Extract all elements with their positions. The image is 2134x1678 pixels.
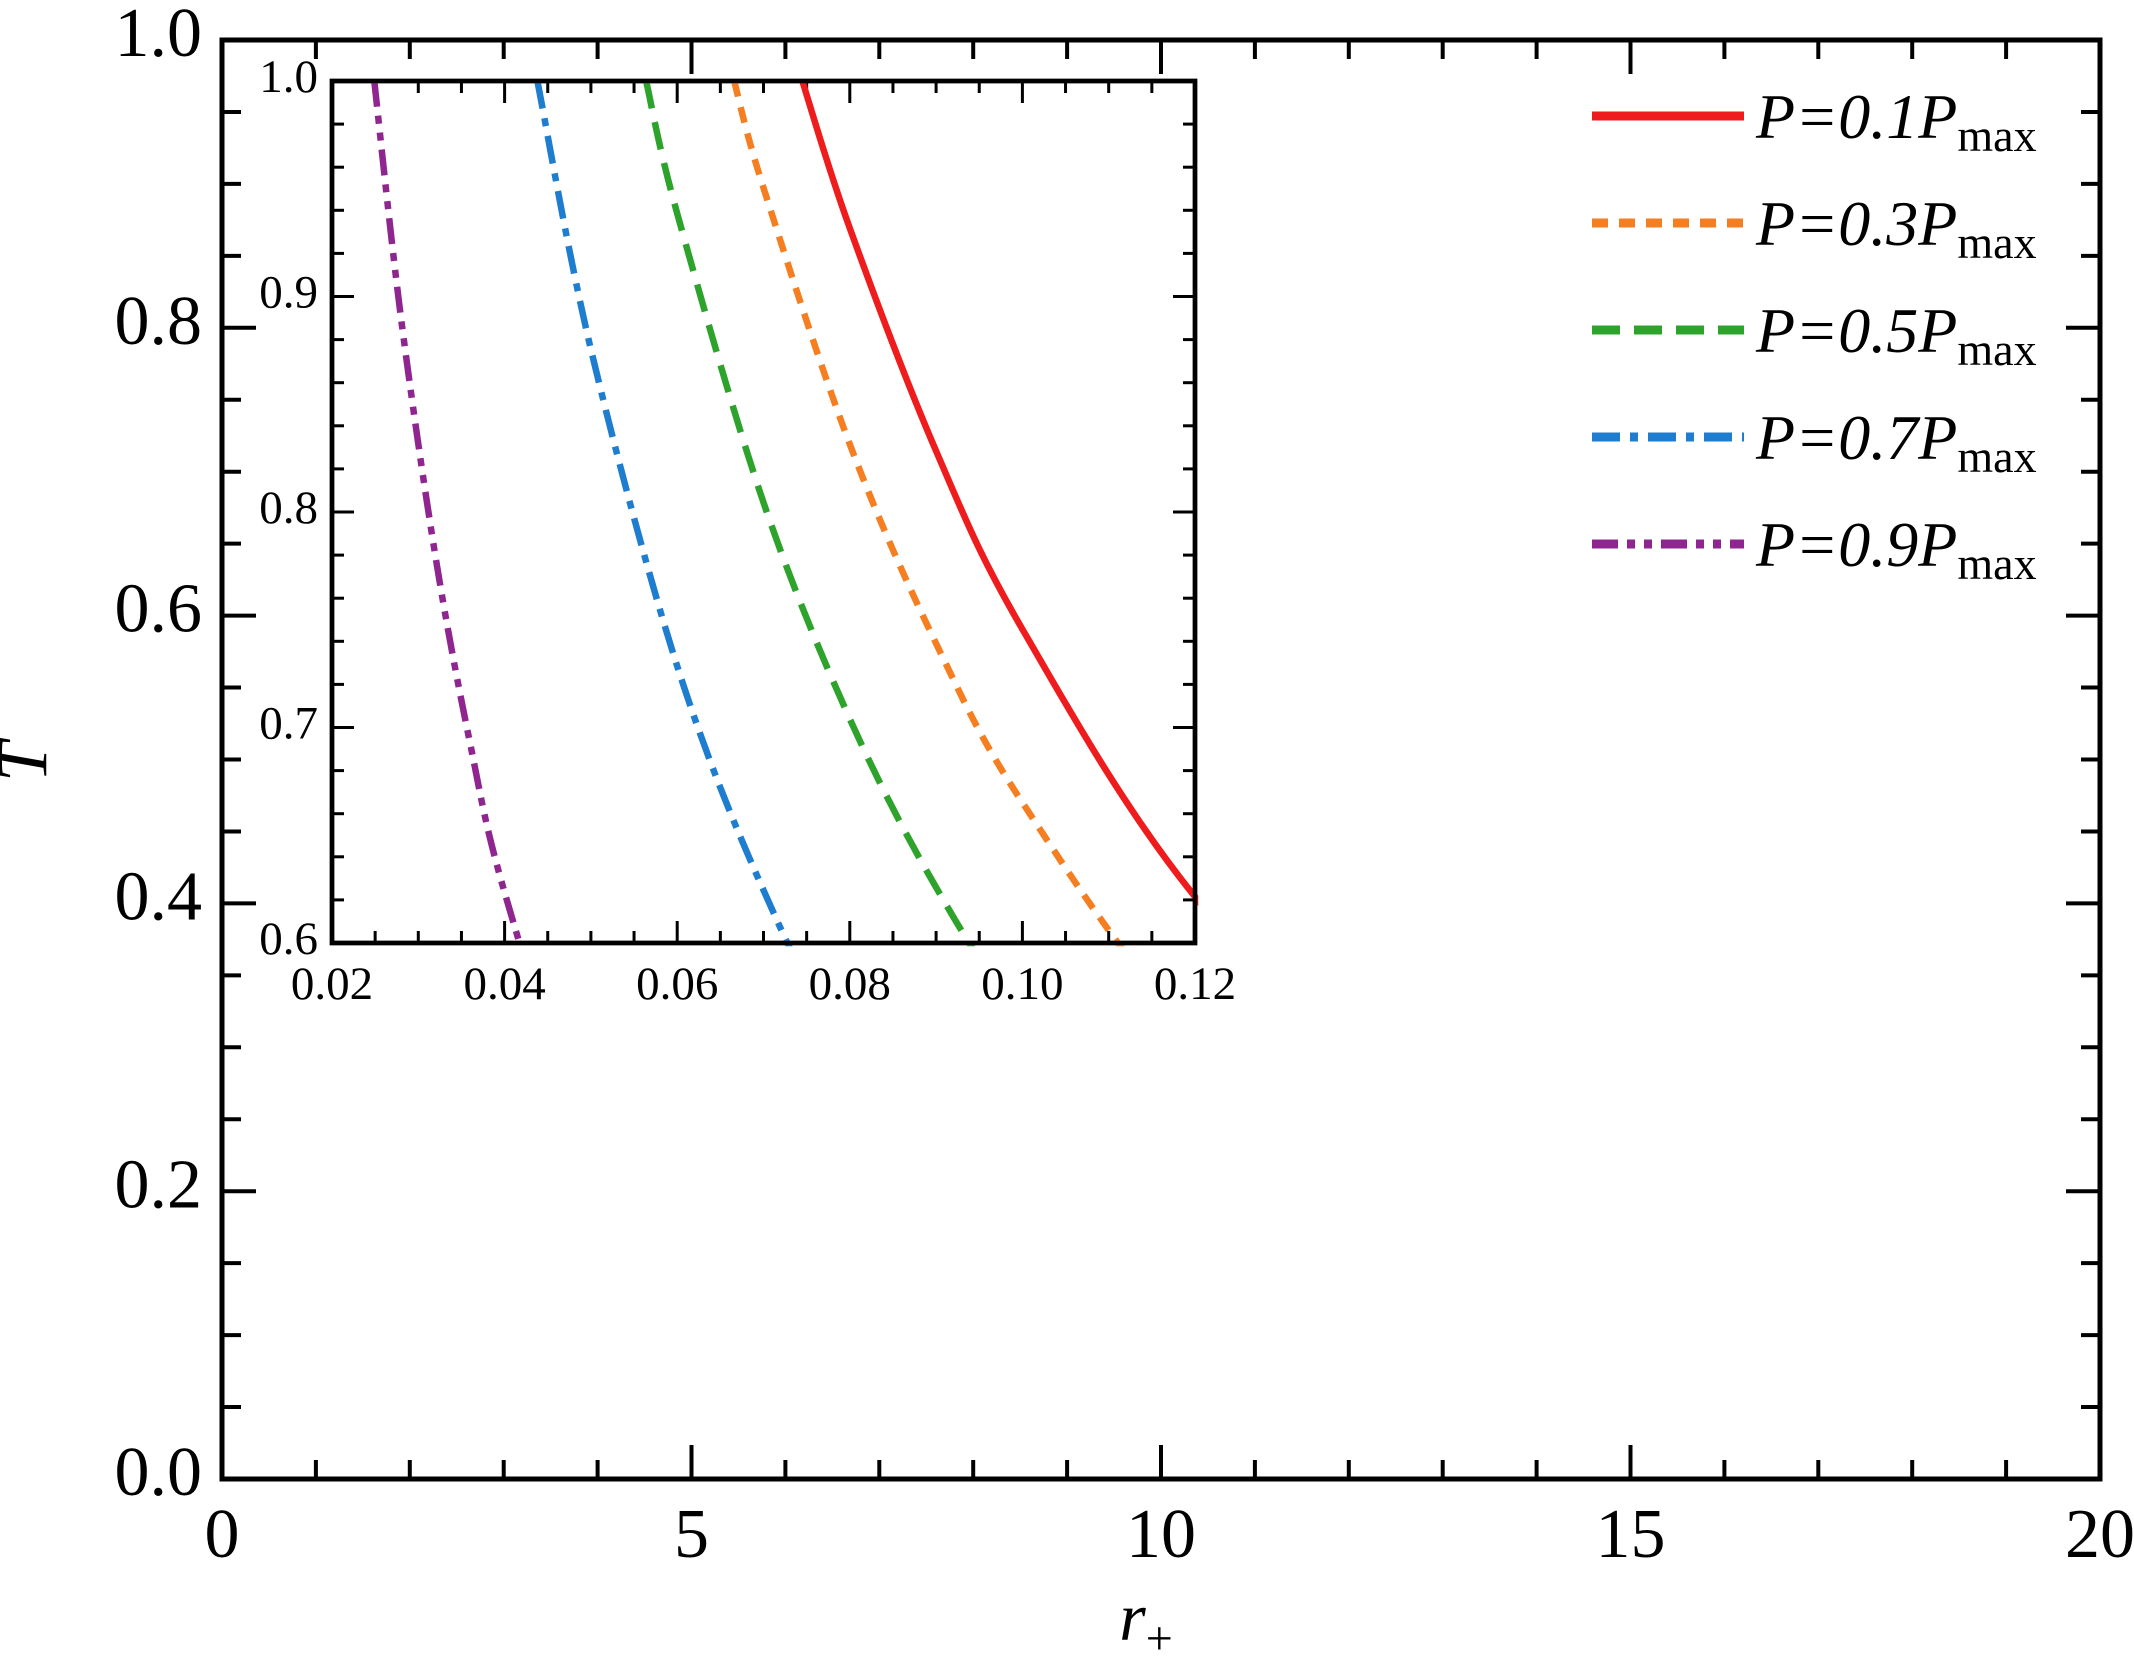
inset-y-tick-label: 0.9 (259, 266, 318, 318)
inset-y-tick-label: 0.6 (259, 913, 318, 965)
inset-x-tick-label: 0.08 (809, 958, 891, 1010)
inset-y-tick-label: 1.0 (259, 51, 318, 103)
main-x-tick-label: 5 (674, 1496, 709, 1573)
legend-label: P=0.5Pmax (1755, 295, 2037, 375)
legend-label-sub: max (1957, 110, 2036, 161)
main-y-tick-label: 0.6 (115, 571, 203, 648)
x-axis-title-sub: + (1146, 1612, 1173, 1665)
inset-y-tick-label: 0.7 (259, 697, 318, 749)
legend-item-p-0.5p: P=0.5Pmax (1592, 295, 2037, 375)
legend-label-sub: max (1957, 538, 2036, 589)
y-axis-title: T (0, 737, 62, 782)
inset-y-tick-label: 0.8 (259, 482, 318, 534)
inset-x-tick-label: 0.02 (291, 958, 373, 1010)
inset-x-tick-label: 0.10 (981, 958, 1063, 1010)
inset-x-tick-label: 0.06 (636, 958, 718, 1010)
inset-axes: 0.02 0.04 0.06 0.08 0.10 0.12 0.6 0.7 0.8 0.9 1.0 (259, 51, 1236, 1010)
main-x-tick-label: 20 (2065, 1496, 2134, 1573)
legend-label-sub: max (1957, 324, 2036, 375)
main-x-tick-label: 0 (205, 1496, 240, 1573)
inset-x-tick-label: 0.04 (463, 958, 545, 1010)
inset-frame-top (329, 78, 1198, 946)
main-y-tick-label: 0.4 (115, 858, 203, 935)
main-frame (219, 37, 2103, 1482)
main-y-tick-label: 0.8 (115, 283, 203, 360)
main-y-tick-label: 0.2 (115, 1146, 203, 1223)
legend-item-p-0.9p: P=0.9Pmax (1592, 509, 2037, 589)
main-x-tick-label: 10 (1126, 1496, 1196, 1573)
x-axis-title: r+ (1119, 1579, 1173, 1665)
legend-label-sub: max (1957, 431, 2036, 482)
main-x-tick-label: 15 (1596, 1496, 1666, 1573)
main-y-tick-label: 0.0 (115, 1434, 203, 1511)
legend: P=0.1PmaxP=0.3PmaxP=0.5PmaxP=0.7PmaxP=0.… (1592, 81, 2037, 589)
legend-item-p-0.3p: P=0.3Pmax (1592, 188, 2037, 268)
legend-label: P=0.3Pmax (1755, 188, 2037, 268)
inset-x-tick-label: 0.12 (1154, 958, 1236, 1010)
legend-label-sub: max (1957, 217, 2036, 268)
main-y-tick-label: 1.0 (115, 0, 203, 72)
